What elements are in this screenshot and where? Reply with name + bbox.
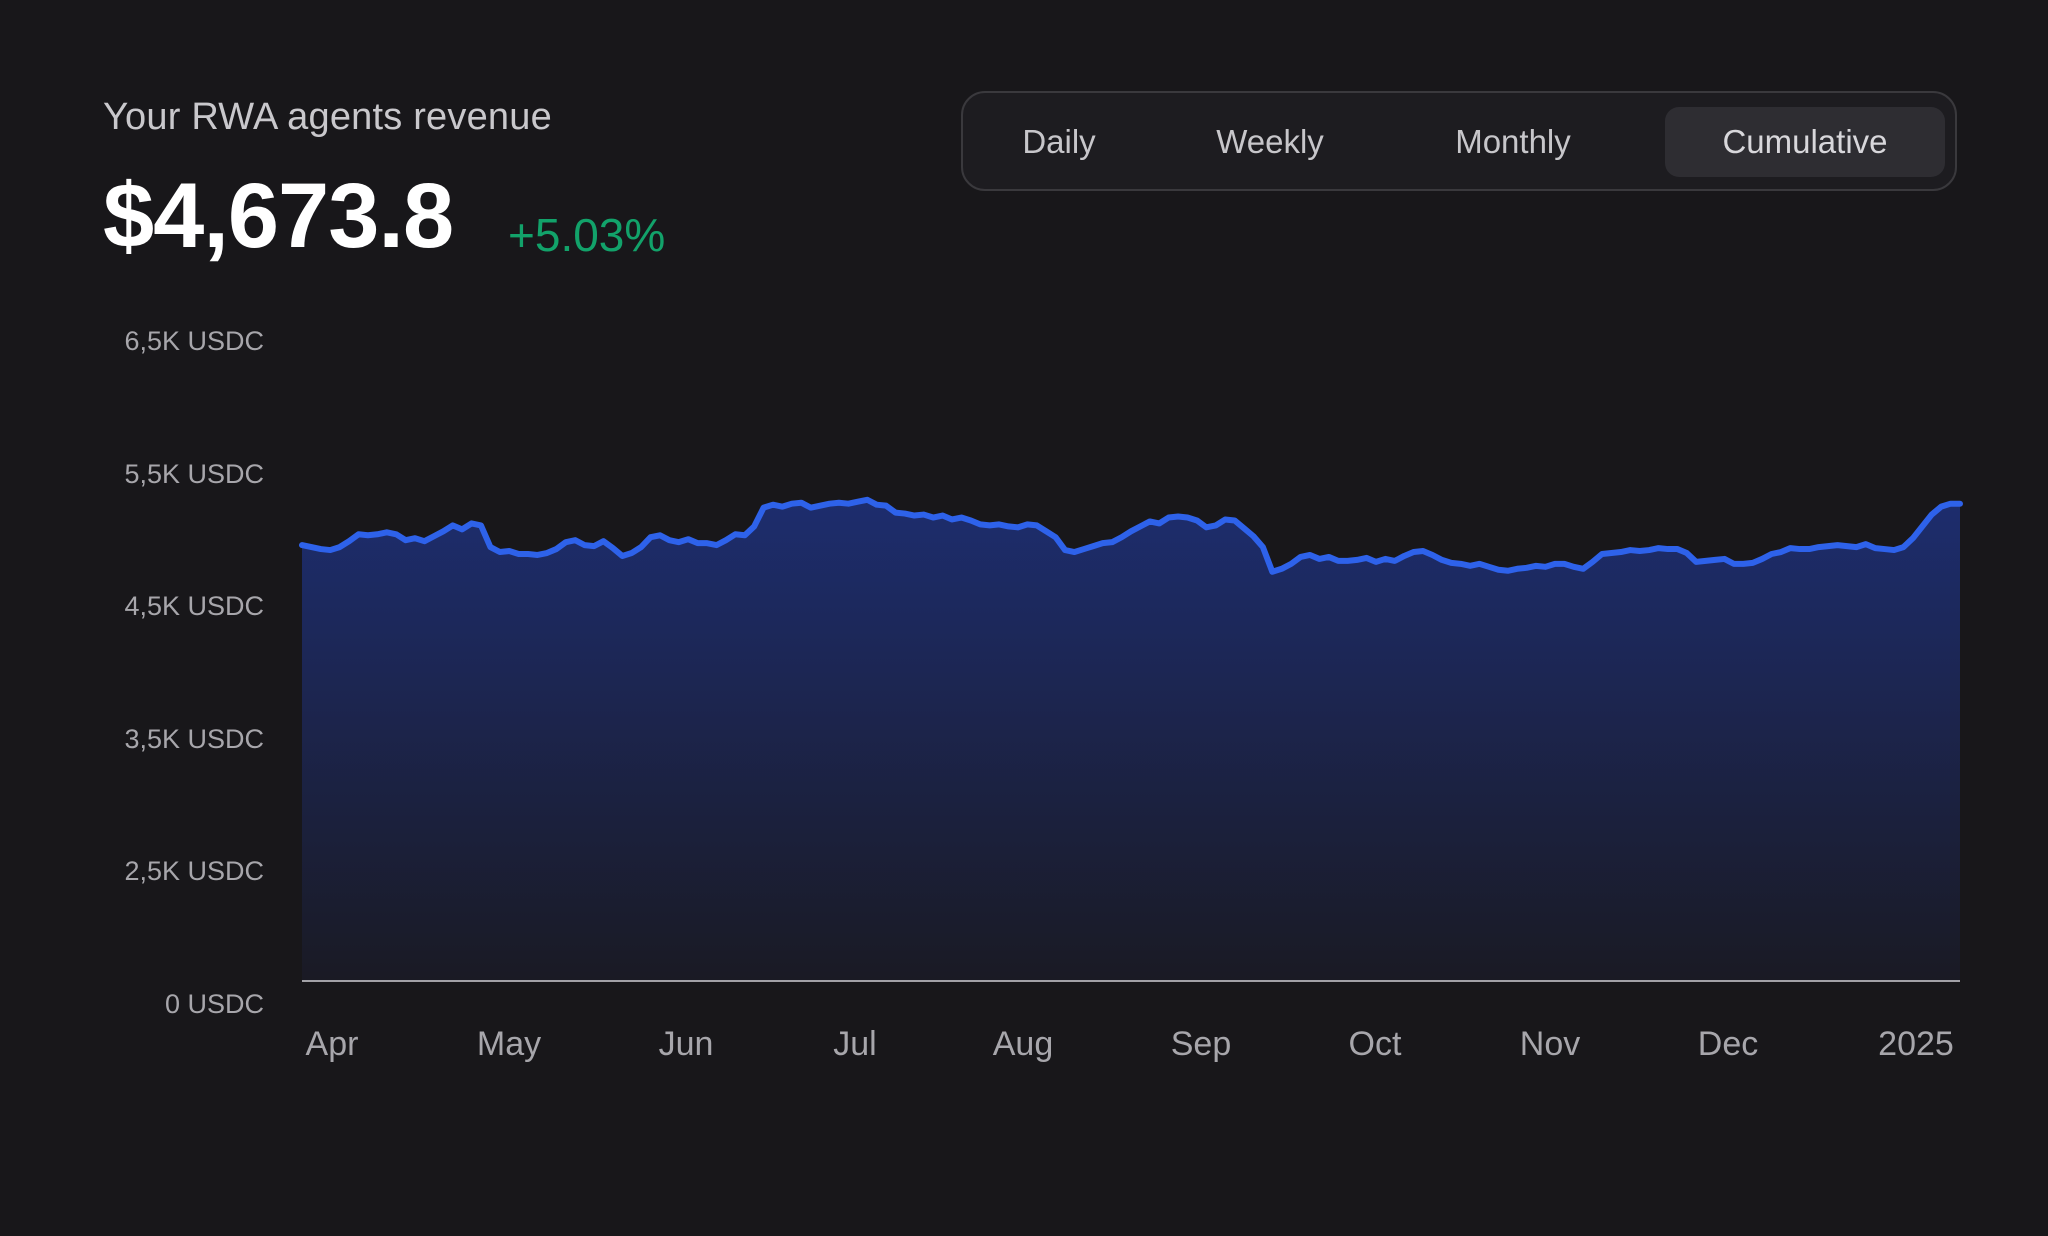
tab-cumulative[interactable]: Cumulative <box>1665 107 1945 177</box>
x-tick-label: Jul <box>833 1025 876 1063</box>
period-tabs: Daily Weekly Monthly Cumulative <box>961 91 1957 191</box>
y-tick-label: 5,5K USDC <box>124 459 264 489</box>
revenue-line <box>299 496 1963 575</box>
chart-title: Your RWA agents revenue <box>103 96 552 138</box>
x-tick-label: Sep <box>1171 1025 1232 1063</box>
x-tick-label: Oct <box>1349 1025 1402 1063</box>
y-tick-label: 3,5K USDC <box>124 724 264 754</box>
tab-weekly[interactable]: Weekly <box>1216 123 1324 160</box>
x-tick-label: May <box>477 1025 541 1063</box>
tab-monthly[interactable]: Monthly <box>1455 123 1571 160</box>
y-tick-label: 0 USDC <box>165 989 264 1019</box>
x-tick-label: Nov <box>1520 1025 1580 1063</box>
y-tick-label: 2,5K USDC <box>124 856 264 886</box>
revenue-total: $4,673.8 <box>103 165 454 267</box>
x-tick-label: 2025 <box>1878 1025 1954 1063</box>
revenue-change-badge: +5.03% <box>508 209 666 261</box>
y-tick-label: 4,5K USDC <box>124 591 264 621</box>
revenue-area <box>302 499 1960 981</box>
x-tick-label: Jun <box>659 1025 714 1063</box>
tab-daily[interactable]: Daily <box>1022 123 1096 160</box>
x-tick-label: Dec <box>1698 1025 1758 1063</box>
x-tick-label: Apr <box>306 1025 359 1063</box>
y-tick-label: 6,5K USDC <box>124 326 264 356</box>
x-tick-label: Aug <box>993 1025 1054 1063</box>
